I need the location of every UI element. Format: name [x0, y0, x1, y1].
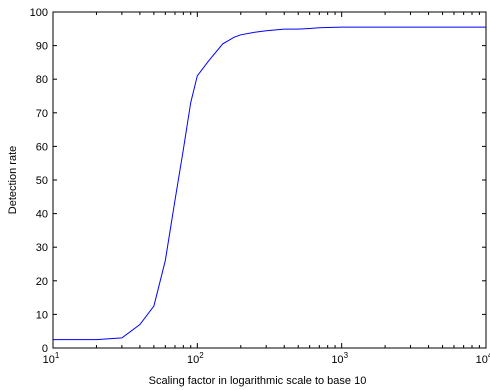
y-tick-label: 80: [36, 74, 48, 86]
y-tick-label: 70: [36, 108, 48, 120]
y-tick-label: 30: [36, 242, 48, 254]
plot-lines: [53, 26, 486, 341]
y-axis-label: Detection rate: [7, 146, 19, 214]
y-tick-label: 40: [36, 209, 48, 221]
x-tick-label: 103: [331, 351, 348, 366]
x-axis-label: Scaling factor in logarithmic scale to b…: [149, 375, 367, 387]
y-tick-label: 20: [36, 276, 48, 288]
ticks: [52, 11, 487, 349]
y-tick-label: 60: [36, 141, 48, 153]
y-tick-label: 90: [36, 41, 48, 53]
labels: 0 10 20 30 40 50 60 70 80 90 100 101 102 103 104 Scalin…: [7, 7, 490, 387]
x-tick-label: 104: [476, 351, 490, 366]
y-tick-label: 50: [36, 175, 48, 187]
y-tick-label: 10: [36, 309, 48, 321]
y-tick-label: 0: [42, 343, 48, 355]
series-line-0: [53, 26, 486, 341]
x-tick-label: 102: [187, 351, 204, 366]
y-tick-label: 100: [30, 7, 48, 19]
x-tick-label: 101: [43, 351, 60, 366]
